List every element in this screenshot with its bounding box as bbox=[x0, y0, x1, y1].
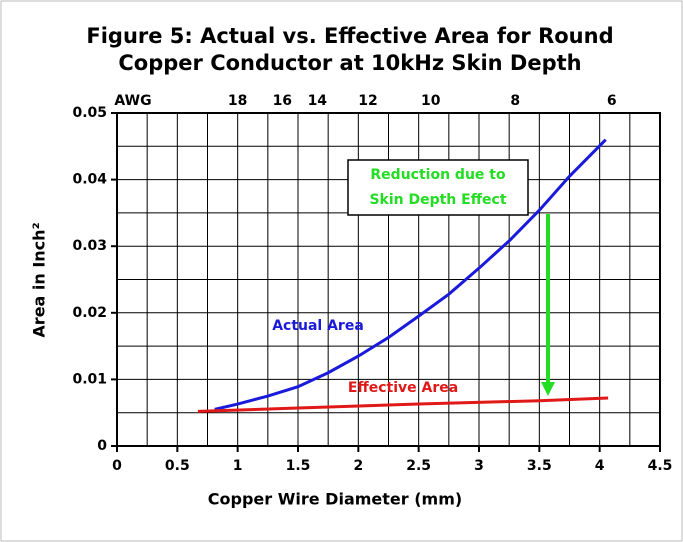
x-tick-label: 1.5 bbox=[286, 458, 311, 474]
chart-title: Figure 5: Actual vs. Effective Area for … bbox=[86, 24, 613, 48]
y-tick-label: 0 bbox=[97, 438, 107, 454]
awg-gauge: 6 bbox=[607, 93, 617, 109]
x-tick-label: 2.5 bbox=[406, 458, 431, 474]
awg-gauge: 10 bbox=[421, 93, 441, 109]
y-axis-label: Area in Inch² bbox=[30, 222, 49, 337]
legend-label: Actual Area bbox=[272, 318, 364, 334]
awg-gauge: 18 bbox=[228, 93, 247, 109]
legend-label: Effective Area bbox=[348, 380, 458, 396]
x-tick-label: 4 bbox=[595, 458, 605, 474]
chart-title: Copper Conductor at 10kHz Skin Depth bbox=[118, 51, 581, 75]
awg-label: AWG bbox=[114, 93, 151, 109]
awg-gauge: 16 bbox=[273, 93, 292, 109]
x-tick-label: 3 bbox=[474, 458, 484, 474]
y-tick-label: 0.03 bbox=[72, 238, 107, 254]
y-tick-label: 0.01 bbox=[72, 371, 107, 387]
x-axis-label: Copper Wire Diameter (mm) bbox=[208, 490, 462, 509]
annotation-box bbox=[347, 159, 529, 216]
awg-gauge: 14 bbox=[308, 93, 328, 109]
arrow-head bbox=[541, 382, 555, 396]
x-tick-label: 1 bbox=[233, 458, 243, 474]
y-tick-label: 0.04 bbox=[72, 172, 107, 188]
annotation: Reduction due to bbox=[370, 167, 506, 183]
awg-gauge: 8 bbox=[510, 93, 520, 109]
plot-border bbox=[116, 112, 661, 447]
line bbox=[214, 138, 607, 411]
x-tick-label: 0 bbox=[112, 458, 122, 474]
x-tick-label: 3.5 bbox=[527, 458, 552, 474]
y-tick-label: 0.05 bbox=[72, 105, 107, 121]
line bbox=[197, 396, 609, 413]
x-tick-label: 2 bbox=[353, 458, 363, 474]
x-tick-label: 0.5 bbox=[165, 458, 190, 474]
x-tick-label: 4.5 bbox=[648, 458, 673, 474]
annotation: Skin Depth Effect bbox=[369, 192, 506, 208]
awg-gauge: 12 bbox=[358, 93, 377, 109]
y-tick-label: 0.02 bbox=[72, 305, 107, 321]
